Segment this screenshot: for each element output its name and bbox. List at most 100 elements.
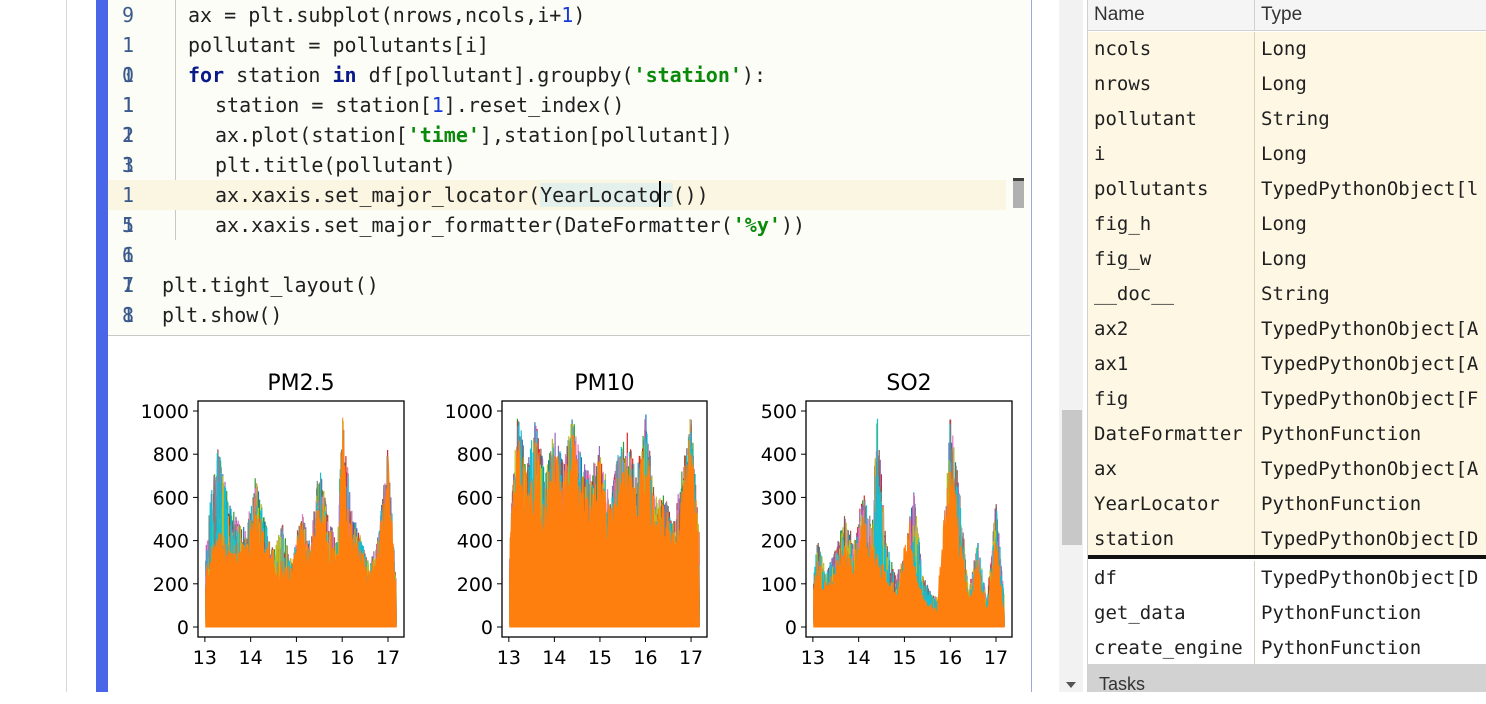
variable-row[interactable]: fig_h Long (1088, 207, 1486, 243)
tasks-panel-header[interactable]: Tasks (1088, 664, 1486, 694)
variable-row[interactable]: ncols Long (1088, 32, 1486, 68)
column-separator (1254, 631, 1255, 666)
code-text[interactable]: ax.xaxis.set_major_locator(YearLocator()… (215, 183, 709, 207)
column-separator (1254, 172, 1255, 207)
code-line[interactable]: 1 3 plt.title(pollutant) (108, 150, 1030, 180)
axes-frame (501, 400, 708, 638)
notebook-cell[interactable]: 9 ax = plt.subplot(nrows,ncols,i+1) 1 pollu… (96, 0, 1032, 692)
y-tick-label: 1000 (445, 401, 493, 423)
variable-row[interactable]: fig TypedPythonObject[F (1088, 382, 1486, 418)
variable-type: Long (1261, 73, 1307, 95)
column-separator[interactable] (1254, 0, 1255, 30)
variable-row[interactable]: i Long (1088, 137, 1486, 173)
code-text[interactable]: ax.xaxis.set_major_formatter(DateFormatt… (215, 213, 806, 237)
code-line[interactable]: 9 ax = plt.subplot(nrows,ncols,i+1) (108, 0, 1030, 30)
y-tick-label: 0 (481, 617, 493, 639)
column-separator (1254, 137, 1255, 172)
axes-frame (197, 400, 405, 638)
code-text[interactable]: plt.show() (162, 303, 283, 327)
variable-name: DateFormatter (1094, 423, 1243, 445)
code-line[interactable]: 1 pollutant = pollutants[i] (108, 30, 1030, 60)
line-number-digit: 2 (121, 123, 135, 147)
line-number-digit: 1 (121, 93, 135, 117)
variable-row[interactable]: nrows Long (1088, 67, 1486, 103)
line-number-digit: 9 (121, 3, 135, 27)
column-separator (1254, 207, 1255, 242)
code-text[interactable]: plt.tight_layout() (162, 273, 379, 297)
variable-row[interactable]: create_engine PythonFunction (1088, 631, 1486, 667)
variable-type: TypedPythonObject[A (1261, 318, 1479, 340)
variable-row[interactable]: __doc__ String (1088, 277, 1486, 313)
scroll-down-arrow-icon[interactable] (1066, 682, 1076, 688)
column-separator (1254, 242, 1255, 277)
name-column-header[interactable]: Name (1094, 4, 1145, 25)
variable-row[interactable]: ax TypedPythonObject[A (1088, 452, 1486, 488)
x-tick-label: 15 (892, 647, 916, 669)
variables-header: Name Type (1088, 0, 1486, 31)
code-line[interactable]: 1 2 ax.plot(station['time'],station[pollut… (108, 120, 1030, 150)
x-tick-label: 17 (984, 647, 1008, 669)
variable-row[interactable]: ax1 TypedPythonObject[A (1088, 347, 1486, 383)
code-line[interactable]: 1 8 plt.show() (108, 300, 1030, 330)
y-tick-label: 400 (761, 444, 797, 466)
x-tick-label: 13 (193, 647, 217, 669)
code-line[interactable]: 1 5 ax.xaxis.set_major_formatter(DateForma… (108, 210, 1030, 240)
notebook-scrollbar-thumb[interactable] (1062, 410, 1082, 545)
variable-type: TypedPythonObject[D (1261, 567, 1479, 589)
variable-row[interactable]: pollutant String (1088, 102, 1486, 138)
editor-scroll-marker[interactable] (1013, 178, 1024, 208)
variable-row[interactable]: df TypedPythonObject[D (1088, 561, 1486, 597)
variable-type: TypedPythonObject[A (1261, 458, 1479, 480)
cell-output: PM2.5 0 200 400 600 800 1000 13 14 15 16 17 PM10 0 200… (108, 336, 1030, 692)
code-text[interactable]: ax.plot(station['time'],station[pollutan… (215, 123, 733, 147)
column-separator (1254, 312, 1255, 347)
chart-title: PM10 (574, 371, 634, 396)
notebook-scrollbar[interactable] (1059, 0, 1083, 692)
y-tick-label: 200 (457, 574, 493, 596)
x-tick-label: 15 (588, 647, 612, 669)
code-editor[interactable]: 9 ax = plt.subplot(nrows,ncols,i+1) 1 pollu… (108, 0, 1030, 335)
line-number-digit: 1 (121, 63, 135, 87)
y-tick-label: 200 (761, 531, 797, 553)
y-tick-label: 400 (153, 531, 189, 553)
variable-type: String (1261, 108, 1330, 130)
variable-name: fig_w (1094, 248, 1152, 270)
variable-row[interactable]: pollutants TypedPythonObject[l (1088, 172, 1486, 208)
variable-type: PythonFunction (1261, 637, 1422, 659)
subplot: PM10 0 200 400 600 800 1000 13 14 15 16 17 (445, 371, 708, 669)
x-tick-label: 15 (284, 647, 308, 669)
line-number-digit: 1 (121, 213, 135, 237)
code-text[interactable]: station = station[1].reset_index() (215, 93, 625, 117)
axes-frame (805, 400, 1013, 638)
code-output-divider (108, 335, 1030, 336)
code-text[interactable]: ax = plt.subplot(nrows,ncols,i+1) (188, 3, 586, 27)
x-tick-label: 16 (938, 647, 962, 669)
variable-row[interactable]: DateFormatter PythonFunction (1088, 417, 1486, 453)
variable-row[interactable]: get_data PythonFunction (1088, 596, 1486, 632)
code-text[interactable]: plt.title(pollutant) (215, 153, 456, 177)
variable-name: get_data (1094, 602, 1186, 624)
line-number-digit: 1 (121, 153, 135, 177)
variable-row[interactable]: fig_w Long (1088, 242, 1486, 278)
code-line[interactable]: 1 7 plt.tight_layout() (108, 270, 1030, 300)
left-gutter (0, 0, 96, 692)
code-text[interactable]: pollutant = pollutants[i] (188, 33, 490, 57)
variable-row[interactable]: station TypedPythonObject[D (1088, 522, 1486, 558)
variable-name: fig (1094, 388, 1129, 410)
subplot: PM2.5 0 200 400 600 800 1000 13 14 15 16 17 (141, 371, 405, 669)
text-caret (659, 181, 661, 207)
code-text[interactable]: for station in df[pollutant].groupby('st… (188, 63, 767, 87)
y-tick-label: 100 (761, 574, 797, 596)
code-line[interactable]: 1 1 station = station[1].reset_index() (108, 90, 1030, 120)
chart-title: PM2.5 (267, 371, 334, 396)
variable-row[interactable]: YearLocator PythonFunction (1088, 487, 1486, 523)
variable-name: pollutant (1094, 108, 1197, 130)
x-tick-label: 14 (847, 647, 871, 669)
variable-row[interactable]: ax2 TypedPythonObject[A (1088, 312, 1486, 348)
y-tick-label: 200 (153, 574, 189, 596)
column-separator (1254, 277, 1255, 312)
code-line[interactable]: 1 ax.xaxis.set_major_locator(YearLocator(… (108, 180, 1006, 210)
type-column-header[interactable]: Type (1261, 4, 1303, 25)
code-line[interactable]: 1 0 for station in df[pollutant].groupby('… (108, 60, 1030, 90)
